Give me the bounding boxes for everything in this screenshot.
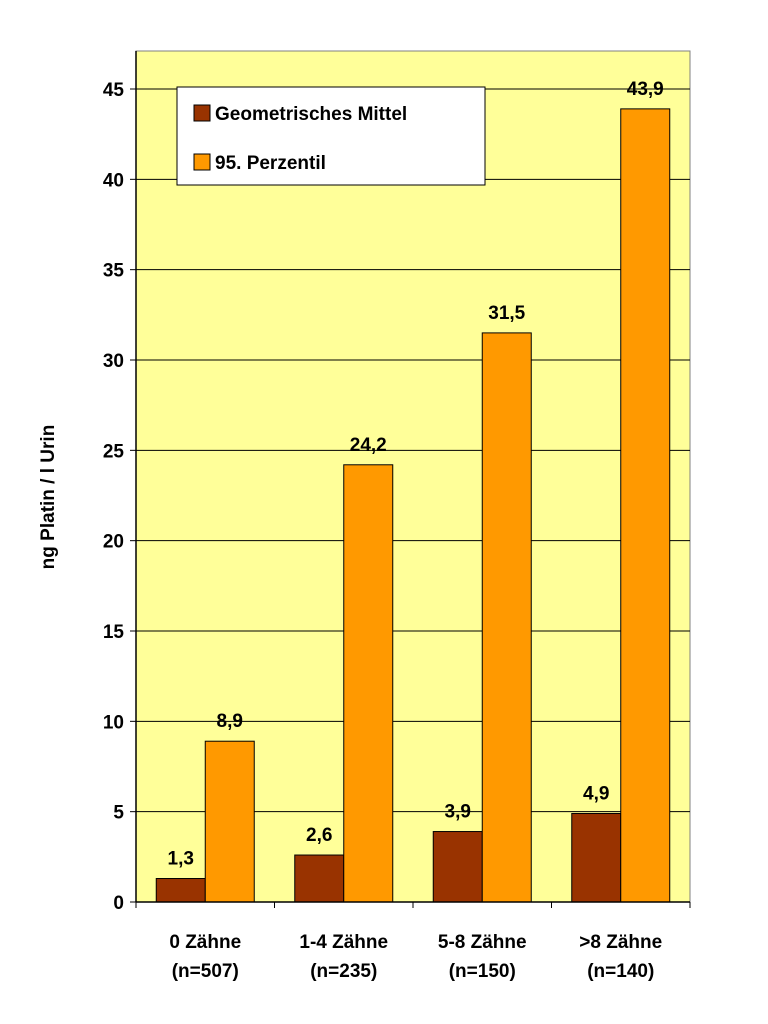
data-label: 43,9 bbox=[627, 79, 664, 100]
y-tick-label: 5 bbox=[113, 803, 124, 824]
y-tick-label: 15 bbox=[103, 622, 125, 643]
data-label: 3,9 bbox=[445, 802, 471, 823]
bar-perzentil-95 bbox=[343, 464, 394, 903]
legend-box bbox=[176, 86, 486, 186]
legend: Geometrisches Mittel 95. Perzentil bbox=[176, 86, 486, 186]
data-labels: 1,3 8,9 2,6 24,2 3,9 31,5 4,9 43,9 bbox=[168, 79, 664, 870]
legend-swatch bbox=[193, 104, 211, 122]
data-label: 8,9 bbox=[217, 711, 243, 732]
y-tick-label: 35 bbox=[103, 261, 125, 282]
data-label: 2,6 bbox=[306, 825, 332, 846]
legend-label: 95. Perzentil bbox=[215, 153, 326, 174]
y-tick-label: 25 bbox=[103, 441, 125, 462]
y-tick-label: 30 bbox=[103, 351, 124, 372]
bar-perzentil-95 bbox=[204, 740, 255, 903]
x-category-label: 0 Zähne (n=507) bbox=[169, 932, 241, 982]
x-category-labels: 0 Zähne (n=507) 1-4 Zähne (n=235) 5-8 Zähne(… bbox=[169, 932, 662, 982]
y-tick-labels: 0 5 10 15 20 25 30 35 40 45 bbox=[103, 80, 125, 914]
x-category-label: 1-4 Zähne (n=235) bbox=[299, 932, 388, 982]
y-axis-title: ng Platin / l Urin bbox=[38, 425, 59, 570]
x-category-label: >8 Zähne (n=140) bbox=[579, 932, 662, 982]
legend-swatch bbox=[193, 153, 211, 171]
y-tick-label: 45 bbox=[103, 80, 125, 101]
y-tick-label: 10 bbox=[103, 712, 124, 733]
bar-geometrisches-mittel bbox=[432, 831, 483, 903]
data-label: 31,5 bbox=[488, 303, 525, 324]
y-tick-label: 0 bbox=[113, 893, 124, 914]
data-label: 24,2 bbox=[350, 435, 387, 456]
bar-perzentil-95 bbox=[620, 108, 671, 903]
bar-geometrisches-mittel bbox=[155, 878, 206, 903]
bar-perzentil-95 bbox=[481, 332, 532, 903]
bar-geometrisches-mittel bbox=[571, 812, 622, 903]
y-tick-label: 40 bbox=[103, 170, 124, 191]
data-label: 1,3 bbox=[168, 849, 194, 870]
legend-label: Geometrisches Mittel bbox=[215, 104, 407, 125]
x-category-label: 5-8 Zähne (n=150) bbox=[438, 932, 527, 982]
y-tick-label: 20 bbox=[103, 532, 124, 553]
axes bbox=[130, 51, 691, 908]
data-label: 4,9 bbox=[583, 783, 609, 804]
bar-geometrisches-mittel bbox=[294, 854, 345, 903]
